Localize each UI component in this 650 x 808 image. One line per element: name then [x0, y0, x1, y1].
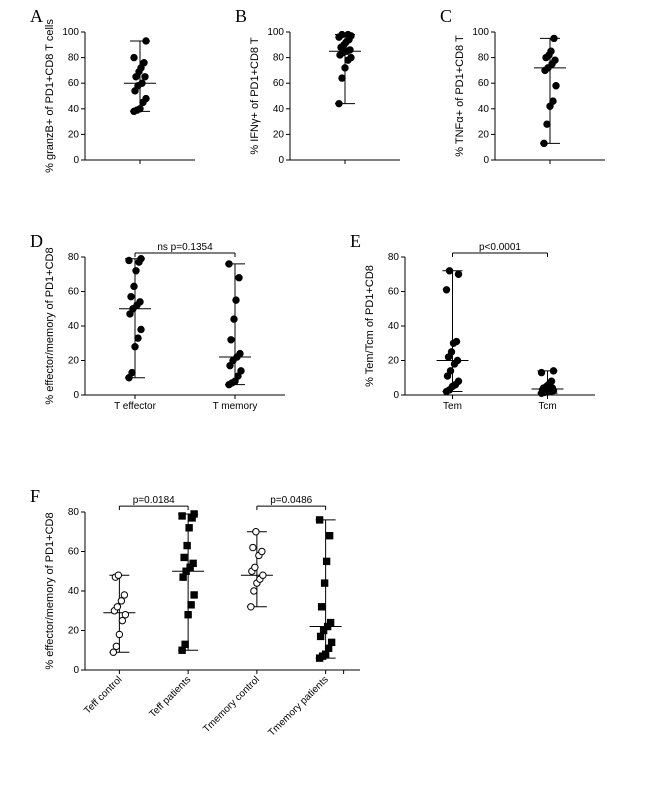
svg-text:Tmemory control: Tmemory control: [201, 674, 262, 735]
svg-text:Tem: Tem: [443, 401, 462, 412]
svg-text:80: 80: [478, 53, 490, 64]
chart-C: 0 20 40 60 80 100 % TNFα+ of PD1+CD8 T: [440, 10, 640, 200]
svg-text:40: 40: [478, 104, 490, 115]
chart-D: 0 20 40 60 80 % effector/memory of PD1+CD8 T e…: [30, 235, 330, 455]
svg-text:T effector: T effector: [114, 401, 157, 412]
chart-E: 0 20 40 60 80 % Tem/Tcm of PD1+CD8 Tem Tcm p<0.0…: [350, 235, 640, 455]
svg-text:20: 20: [273, 129, 285, 140]
svg-text:80: 80: [388, 252, 400, 263]
svg-text:60: 60: [388, 287, 400, 298]
chart-A: 0 20 40 60 80 100 % granzB+ of PD1+CD8 T cells: [30, 10, 230, 200]
svg-text:% effector/memory of PD1+CD8: % effector/memory of PD1+CD8: [44, 512, 56, 669]
svg-text:20: 20: [68, 356, 80, 367]
svg-text:Tcm: Tcm: [538, 401, 556, 412]
svg-text:% granzB+ of PD1+CD8 T cells: % granzB+ of PD1+CD8 T cells: [44, 19, 56, 173]
svg-text:100: 100: [472, 27, 489, 38]
chart-F: 0 20 40 60 80 % effector/memory of PD1+CD8 Tef…: [30, 490, 390, 790]
svg-text:T memory: T memory: [213, 401, 258, 412]
svg-text:80: 80: [273, 53, 285, 64]
svg-text:p<0.0001: p<0.0001: [479, 242, 521, 253]
svg-text:% IFNγ+ of PD1+CD8 T: % IFNγ+ of PD1+CD8 T: [249, 37, 261, 154]
svg-text:60: 60: [68, 547, 80, 558]
svg-text:p=0.0184: p=0.0184: [133, 495, 175, 506]
svg-text:80: 80: [68, 507, 80, 518]
chart-B: 0 20 40 60 80 100 % IFNγ+ of PD1+CD8 T: [235, 10, 435, 200]
svg-text:20: 20: [478, 129, 490, 140]
svg-text:0: 0: [483, 155, 489, 166]
figure-container: { "panels": { "A": { "label": "A", "type…: [0, 0, 650, 808]
svg-text:% TNFα+ of PD1+CD8 T: % TNFα+ of PD1+CD8 T: [454, 35, 466, 157]
svg-text:100: 100: [267, 27, 284, 38]
svg-text:40: 40: [68, 104, 80, 115]
svg-text:40: 40: [388, 321, 400, 332]
svg-text:100: 100: [62, 27, 79, 38]
svg-text:0: 0: [278, 155, 284, 166]
svg-text:0: 0: [73, 665, 79, 676]
svg-text:60: 60: [68, 287, 80, 298]
svg-text:80: 80: [68, 252, 80, 263]
svg-text:60: 60: [478, 78, 490, 89]
svg-text:% Tem/Tcm of PD1+CD8: % Tem/Tcm of PD1+CD8: [364, 265, 376, 387]
svg-text:20: 20: [388, 356, 400, 367]
svg-text:20: 20: [68, 626, 80, 637]
svg-text:0: 0: [73, 390, 79, 401]
svg-text:80: 80: [68, 53, 80, 64]
svg-text:Teff patients: Teff patients: [147, 674, 193, 720]
svg-text:0: 0: [393, 390, 399, 401]
svg-text:% effector/memory of PD1+CD8: % effector/memory of PD1+CD8: [44, 247, 56, 404]
svg-text:p=0.0486: p=0.0486: [270, 495, 312, 506]
svg-text:Teff control: Teff control: [82, 674, 124, 716]
svg-text:ns p=0.1354: ns p=0.1354: [157, 242, 213, 253]
svg-text:60: 60: [68, 78, 80, 89]
svg-text:60: 60: [273, 78, 285, 89]
svg-text:20: 20: [68, 129, 80, 140]
svg-text:0: 0: [73, 155, 79, 166]
svg-text:40: 40: [68, 586, 80, 597]
svg-text:40: 40: [68, 321, 80, 332]
svg-text:40: 40: [273, 104, 285, 115]
svg-text:Tmemory patients: Tmemory patients: [266, 674, 330, 738]
